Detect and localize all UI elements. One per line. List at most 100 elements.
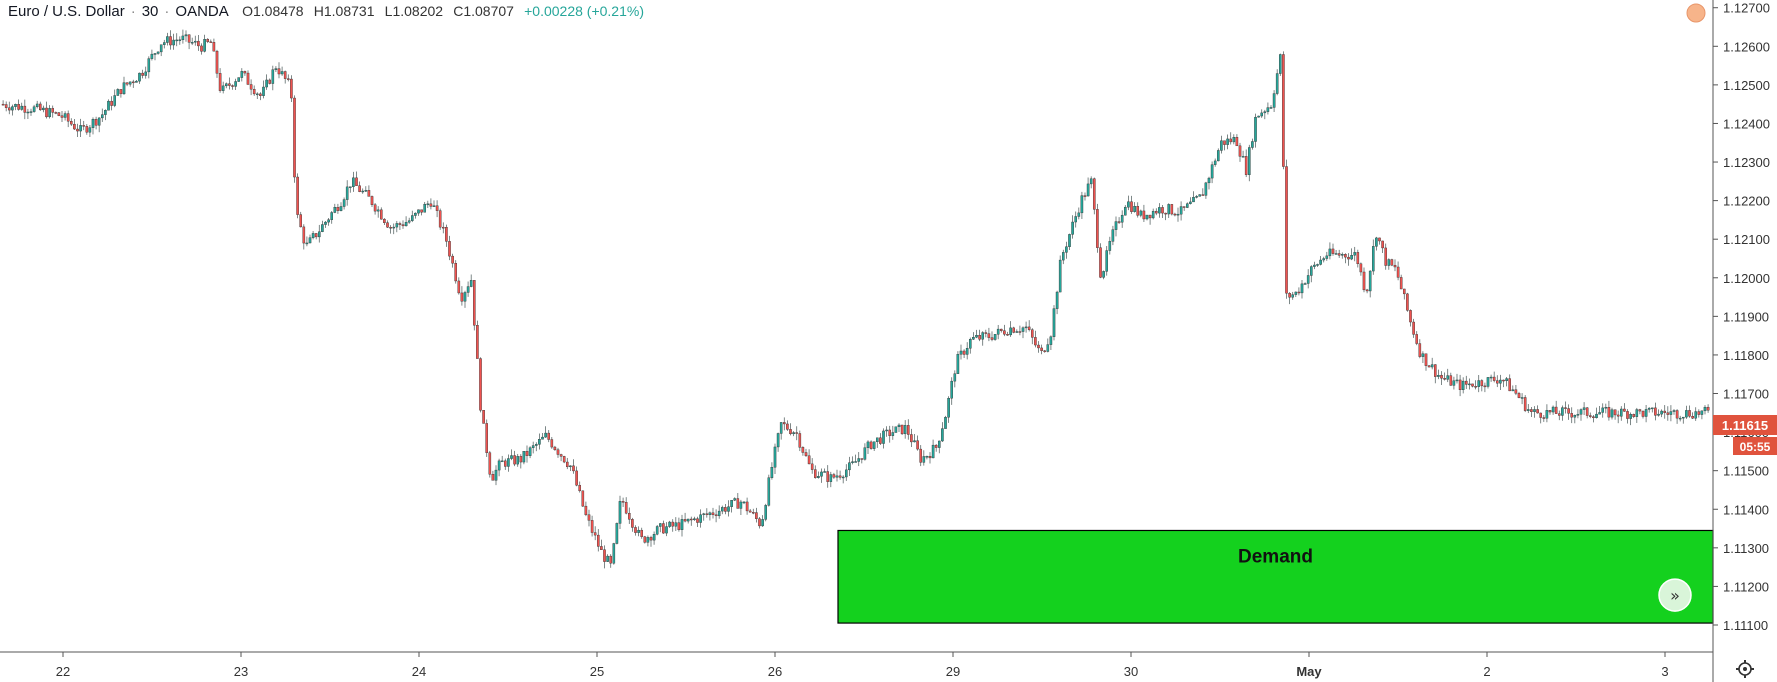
candle-up — [265, 79, 268, 88]
candle-down — [1034, 337, 1037, 346]
candle-down — [810, 463, 814, 470]
candle-down — [566, 461, 569, 468]
candle-up — [1074, 216, 1077, 223]
candle-down — [869, 441, 873, 449]
candle-up — [1049, 336, 1053, 345]
candle-up — [1055, 291, 1059, 309]
candle-up — [646, 537, 650, 543]
candle-down — [141, 72, 144, 76]
candle-down — [218, 73, 222, 91]
time-tick-label: 23 — [234, 664, 248, 679]
candle-down — [990, 337, 994, 340]
candle-down — [389, 227, 392, 229]
candle-up — [1266, 107, 1270, 112]
candle-up — [426, 203, 430, 206]
candle-up — [1192, 196, 1195, 203]
candle-down — [928, 455, 932, 459]
candle-down — [1030, 329, 1034, 338]
candle-down — [39, 103, 42, 111]
price-tick-label: 1.12600 — [1723, 39, 1770, 54]
alert-dot-icon[interactable] — [1686, 3, 1706, 23]
time-tick-label: 24 — [412, 664, 426, 679]
candle-up — [494, 469, 498, 481]
settings-gear-icon[interactable] — [1736, 660, 1754, 678]
candle-down — [1006, 334, 1009, 336]
candle-down — [900, 424, 904, 435]
candle-down — [1688, 410, 1691, 417]
interval-label: 30 — [141, 3, 159, 20]
candle-down — [131, 81, 135, 84]
candle-down — [804, 452, 808, 456]
candle-up — [1678, 417, 1682, 420]
candle-down — [277, 68, 281, 75]
candle-up — [1703, 406, 1707, 412]
demand-zone-box[interactable] — [837, 529, 1714, 624]
last-price-badge-bg — [1713, 415, 1777, 435]
candle-down — [1083, 195, 1087, 197]
candle-up — [107, 100, 110, 111]
candle-up — [776, 433, 780, 448]
candle-up — [262, 86, 265, 96]
candle-up — [162, 42, 166, 45]
candle-up — [1644, 409, 1648, 417]
candle-down — [1508, 378, 1511, 392]
candle-up — [764, 505, 767, 520]
candle-down — [169, 36, 172, 46]
candle-up — [1604, 406, 1608, 409]
candle-down — [1557, 413, 1561, 416]
candle-up — [872, 441, 876, 449]
candle-down — [621, 501, 625, 503]
candle-up — [1313, 264, 1316, 267]
candle-up — [203, 39, 206, 52]
candle-up — [857, 458, 860, 462]
candle-down — [1613, 409, 1617, 416]
candle-up — [1210, 164, 1214, 179]
candle-up — [423, 203, 427, 213]
candle-down — [1502, 379, 1505, 382]
candle-down — [66, 113, 70, 122]
candle-up — [1657, 413, 1660, 416]
candle-down — [525, 451, 529, 456]
candle-down — [1154, 210, 1158, 214]
candle-down — [1443, 378, 1446, 380]
candle-up — [1629, 414, 1632, 419]
candle-up — [352, 177, 355, 187]
candle-up — [274, 68, 278, 70]
candle-up — [1151, 210, 1155, 219]
zone-extend-button[interactable]: » — [1658, 578, 1692, 612]
time-tick-label: 22 — [56, 664, 70, 679]
candle-up — [1601, 407, 1604, 413]
demand-zone[interactable]: Demand » — [837, 529, 1714, 624]
candle-down — [584, 505, 588, 515]
candle-up — [1009, 327, 1012, 336]
symbol-title[interactable]: Euro / U.S. Dollar · 30 · OANDA — [8, 3, 228, 20]
candle-up — [885, 429, 888, 432]
candle-down — [1244, 156, 1248, 175]
zone-extend-circle[interactable] — [1658, 578, 1692, 612]
candle-up — [848, 462, 851, 471]
candle-down — [1536, 409, 1539, 414]
candle-up — [1111, 229, 1115, 242]
candle-down — [1099, 247, 1102, 278]
candle-up — [88, 127, 92, 133]
candle-down — [1406, 293, 1409, 311]
candle-up — [113, 95, 116, 106]
candle-up — [1340, 254, 1344, 256]
candle-up — [116, 89, 120, 96]
candle-up — [91, 119, 95, 128]
candle-down — [1548, 410, 1552, 413]
candle-down — [4, 104, 8, 108]
candle-up — [516, 456, 519, 465]
candle-up — [1499, 379, 1502, 384]
candle-up — [256, 93, 259, 96]
candle-up — [655, 526, 659, 535]
candle-up — [721, 507, 724, 512]
candle-down — [1285, 166, 1288, 294]
candle-up — [237, 77, 241, 82]
candle-up — [876, 437, 879, 442]
candle-up — [1455, 379, 1459, 382]
candle-down — [1142, 210, 1146, 220]
candle-down — [578, 484, 581, 492]
candle-down — [45, 107, 48, 118]
